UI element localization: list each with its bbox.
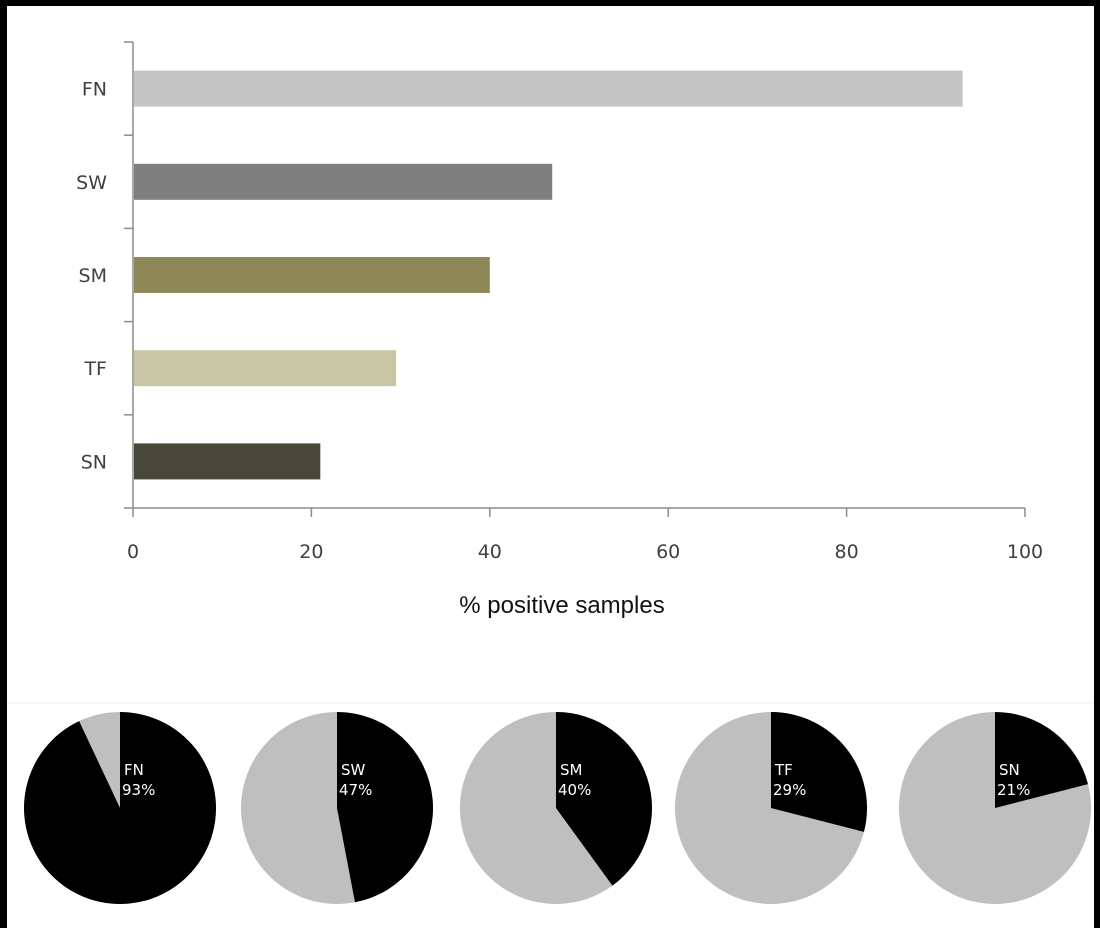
bar-sn — [134, 443, 321, 480]
category-label: SM — [79, 265, 107, 287]
pie-slice-positive — [995, 712, 1088, 808]
pie-fn: FN 93% — [24, 711, 217, 905]
pie-percent-label: 93% — [122, 781, 155, 799]
x-tick-label: 80 — [835, 541, 859, 563]
pie-sw: SW 47% — [241, 711, 434, 904]
category-label: SW — [76, 172, 107, 194]
pie-slice-positive — [24, 711, 217, 905]
pie-label: SN — [999, 761, 1020, 779]
category-label: SN — [81, 451, 107, 473]
pie-tf: TF 29% — [675, 712, 867, 904]
x-tick-label: 40 — [478, 541, 502, 563]
x-tick-label: 100 — [1007, 541, 1043, 563]
pie-label: TF — [774, 761, 793, 779]
x-tick-label: 0 — [127, 541, 139, 563]
pie-percent-label: 29% — [773, 781, 806, 799]
bar-tf — [134, 350, 397, 387]
bar-sw — [134, 163, 553, 200]
pie-slice-positive — [556, 712, 653, 886]
pie-label: FN — [124, 761, 144, 779]
pie-sm: SM 40% — [460, 712, 653, 904]
pie-percent-label: 40% — [558, 781, 591, 799]
pie-slice-positive — [771, 712, 867, 832]
bar-chart: FN SW SM TF SN 0 20 40 60 80 100 — [76, 41, 1043, 563]
category-label: FN — [82, 79, 107, 101]
pie-label: SM — [560, 761, 582, 779]
x-tick-label: 20 — [299, 541, 323, 563]
pie-sn: SN 21% — [899, 712, 1091, 904]
pie-percent-label: 21% — [997, 781, 1030, 799]
bar-fn — [134, 70, 963, 107]
pie-label: SW — [341, 761, 366, 779]
pie-percent-label: 47% — [339, 781, 372, 799]
pie-charts: FN 93% SW 47% SM 40% TF 29% SN 21% — [24, 711, 1091, 905]
pie-slice-positive — [337, 711, 434, 903]
bar-sm — [134, 257, 490, 293]
x-axis-title: % positive samples — [459, 592, 664, 619]
category-label: TF — [83, 358, 107, 380]
x-tick-label: 60 — [656, 541, 680, 563]
